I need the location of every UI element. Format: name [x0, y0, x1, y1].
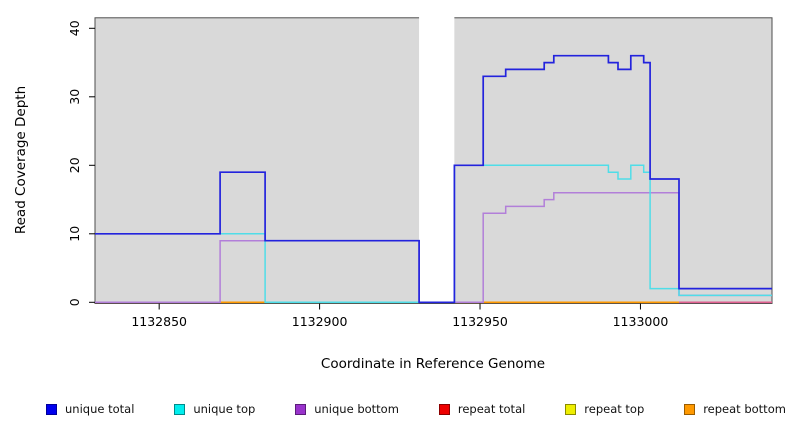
- legend-label: unique top: [193, 402, 256, 416]
- y-tick-label: 20: [67, 157, 82, 173]
- legend-swatch-icon: [46, 403, 57, 415]
- legend-label: repeat total: [457, 402, 526, 416]
- legend-item-unique-bottom: unique bottom: [295, 402, 399, 416]
- legend-swatch-icon: [438, 403, 450, 415]
- legend-item-repeat-bottom: repeat bottom: [684, 402, 786, 416]
- chart-legend: unique total unique top unique bottom repea…: [46, 397, 786, 421]
- legend-item-repeat-top: repeat top: [565, 402, 644, 416]
- legend-label: unique bottom: [314, 402, 399, 416]
- legend-swatch-icon: [174, 403, 186, 415]
- x-tick-label: 1132950: [452, 314, 508, 329]
- plot-area: 1132850 1132900 1132950 1133000 0 10 20 30 40: [67, 12, 773, 329]
- y-tick-label: 10: [67, 226, 82, 242]
- series-unique-total-line: [95, 54, 772, 304]
- legend-label: repeat bottom: [703, 402, 786, 416]
- x-tick-label: 1132900: [292, 314, 348, 329]
- legend-label: repeat top: [584, 402, 645, 416]
- legend-swatch-icon: [565, 403, 577, 415]
- legend-swatch-icon: [295, 403, 307, 415]
- masked-region: [419, 12, 455, 303]
- y-tick-label: 40: [67, 20, 82, 36]
- legend-item-unique-top: unique top: [174, 402, 255, 416]
- x-axis-title: Coordinate in Reference Genome: [321, 356, 545, 372]
- legend-item-unique-total: unique total: [46, 402, 134, 416]
- y-tick-label: 0: [67, 298, 82, 306]
- x-tick-label: 1132850: [131, 314, 187, 329]
- x-tick-label: 1133000: [613, 314, 669, 329]
- y-tick-label: 30: [67, 89, 82, 105]
- legend-swatch-icon: [684, 403, 696, 415]
- y-axis-title: Read Coverage Depth: [13, 86, 29, 234]
- legend-label: unique total: [65, 402, 135, 416]
- legend-item-repeat-total: repeat total: [438, 402, 526, 416]
